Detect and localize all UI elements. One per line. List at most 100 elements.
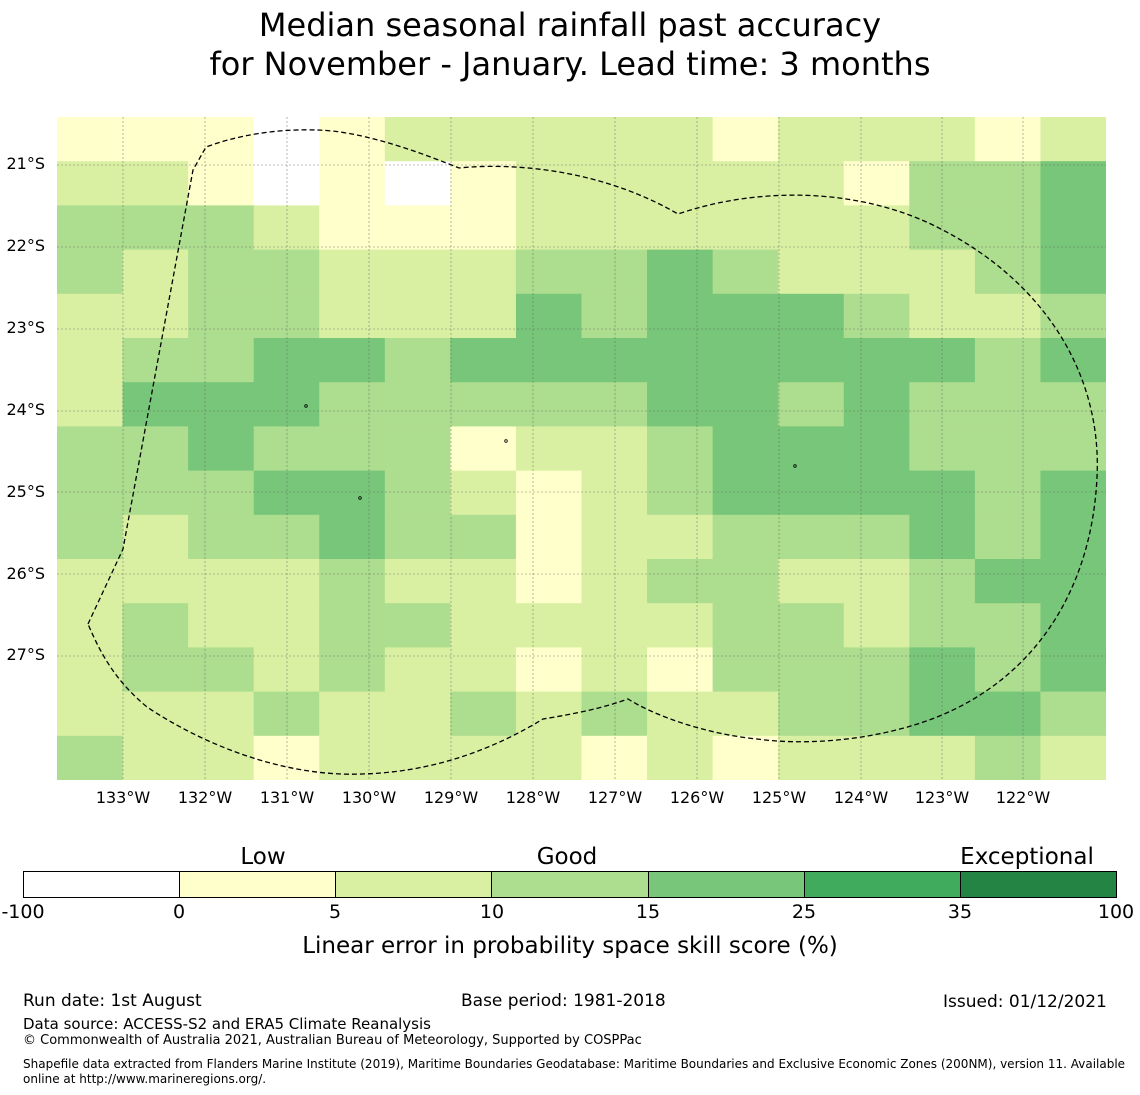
grid-cell bbox=[57, 559, 124, 604]
colorbar-segment bbox=[180, 872, 337, 897]
grid-cell bbox=[122, 514, 189, 560]
grid-cell bbox=[712, 382, 779, 427]
grid-cell bbox=[450, 691, 517, 737]
grid-cell bbox=[319, 647, 386, 693]
grid-cell bbox=[57, 117, 124, 162]
lon-label-127w: 127°W bbox=[587, 788, 643, 807]
grid-cell bbox=[581, 735, 648, 780]
colorbar-tick: -100 bbox=[1, 901, 45, 923]
grid-cell bbox=[122, 205, 189, 251]
grid-cell bbox=[122, 249, 189, 295]
grid-cell bbox=[450, 426, 517, 472]
grid-cell bbox=[909, 514, 976, 560]
grid-cell bbox=[712, 338, 779, 383]
grid-cell bbox=[1040, 470, 1106, 516]
grid-cell bbox=[647, 249, 714, 295]
grid-cell bbox=[188, 426, 255, 472]
grid-cell bbox=[515, 603, 583, 648]
title-line-1: Median seasonal rainfall past accuracy bbox=[258, 6, 882, 44]
grid-cell bbox=[384, 514, 451, 560]
grid-cell bbox=[581, 249, 648, 295]
colorbar-tick: 5 bbox=[328, 901, 342, 923]
grid-cell bbox=[647, 735, 714, 780]
grid-cell bbox=[450, 735, 517, 780]
grid-cell bbox=[909, 382, 976, 427]
grid-cell bbox=[712, 426, 779, 472]
grid-cell bbox=[647, 293, 714, 339]
grid-cell bbox=[384, 249, 451, 295]
grid-cell bbox=[57, 161, 124, 206]
grid-cell bbox=[909, 603, 976, 648]
grid-cell bbox=[712, 691, 779, 737]
lon-label-133w: 133°W bbox=[95, 788, 151, 807]
copyright: © Commonwealth of Australia 2021, Austra… bbox=[23, 1033, 642, 1048]
grid-cell bbox=[1040, 205, 1106, 251]
grid-cell bbox=[647, 117, 714, 162]
grid-cell bbox=[319, 293, 386, 339]
title-line-2: for November - January. Lead time: 3 mon… bbox=[209, 45, 931, 83]
grid-cell bbox=[843, 205, 910, 251]
colorbar-segment bbox=[960, 872, 1116, 897]
grid-cell bbox=[843, 735, 910, 780]
grid-cell bbox=[1040, 161, 1106, 206]
grid-cell bbox=[188, 470, 255, 516]
grid-cell bbox=[778, 603, 845, 648]
grid-cell bbox=[647, 426, 714, 472]
grid-cell bbox=[974, 559, 1042, 604]
lon-label-126w: 126°W bbox=[669, 788, 725, 807]
grid-cell bbox=[1040, 603, 1106, 648]
grid-cell bbox=[647, 514, 714, 560]
grid-cell bbox=[384, 117, 451, 162]
lon-label-123w: 123°W bbox=[914, 788, 970, 807]
grid-cell bbox=[778, 514, 845, 560]
grid-cell bbox=[647, 382, 714, 427]
grid-cell bbox=[384, 293, 451, 339]
grid-cell bbox=[515, 117, 583, 162]
lon-label-128w: 128°W bbox=[505, 788, 561, 807]
grid-cell bbox=[515, 470, 583, 516]
lon-label-130w: 130°W bbox=[341, 788, 397, 807]
grid-cell bbox=[778, 559, 845, 604]
grid-cell bbox=[450, 249, 517, 295]
grid-cell bbox=[1040, 117, 1106, 162]
grid-cell bbox=[909, 293, 976, 339]
grid-cell bbox=[581, 293, 648, 339]
grid-cell bbox=[843, 603, 910, 648]
colorbar-tick: 0 bbox=[172, 901, 186, 923]
colorbar-segment bbox=[492, 872, 649, 897]
grid-cell bbox=[909, 249, 976, 295]
grid-cell bbox=[515, 293, 583, 339]
grid-cell bbox=[188, 559, 255, 604]
lon-label-124w: 124°W bbox=[833, 788, 889, 807]
grid-cell bbox=[581, 647, 648, 693]
lat-label-24s: 24°S bbox=[6, 400, 45, 419]
grid-cell bbox=[647, 603, 714, 648]
grid-cell bbox=[974, 426, 1042, 472]
grid-cell bbox=[581, 559, 648, 604]
grid-cell bbox=[319, 691, 386, 737]
grid-cell bbox=[188, 293, 255, 339]
island-marker bbox=[793, 464, 797, 468]
grid-cell bbox=[450, 470, 517, 516]
grid-cell bbox=[974, 647, 1042, 693]
colorbar-label: Linear error in probability space skill … bbox=[302, 933, 838, 959]
grid-cell bbox=[188, 382, 255, 427]
grid-cell bbox=[253, 293, 320, 339]
grid-cell bbox=[57, 514, 124, 560]
grid-cell bbox=[319, 559, 386, 604]
grid-cell bbox=[974, 603, 1042, 648]
skill-map bbox=[57, 117, 1106, 780]
grid-cell bbox=[581, 382, 648, 427]
colorbar-segment bbox=[336, 872, 493, 897]
lat-label-23s: 23°S bbox=[6, 318, 45, 337]
colorbar-tick: 25 bbox=[791, 901, 817, 923]
grid-cell bbox=[319, 382, 386, 427]
grid-cell bbox=[712, 470, 779, 516]
eez-boundary bbox=[87, 129, 1098, 775]
grid-cell bbox=[188, 603, 255, 648]
grid-cell bbox=[843, 293, 910, 339]
grid-cell bbox=[1040, 514, 1106, 560]
grid-cell bbox=[778, 205, 845, 251]
grid-cell bbox=[843, 426, 910, 472]
grid-cell bbox=[319, 426, 386, 472]
